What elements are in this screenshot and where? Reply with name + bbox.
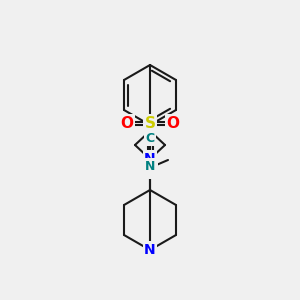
Text: S: S bbox=[145, 116, 155, 130]
Text: C: C bbox=[146, 131, 154, 145]
Text: O: O bbox=[144, 163, 156, 177]
Text: N: N bbox=[145, 160, 155, 172]
Text: N: N bbox=[144, 152, 156, 166]
Text: N: N bbox=[144, 243, 156, 257]
Text: O: O bbox=[167, 116, 179, 130]
Text: O: O bbox=[121, 116, 134, 130]
